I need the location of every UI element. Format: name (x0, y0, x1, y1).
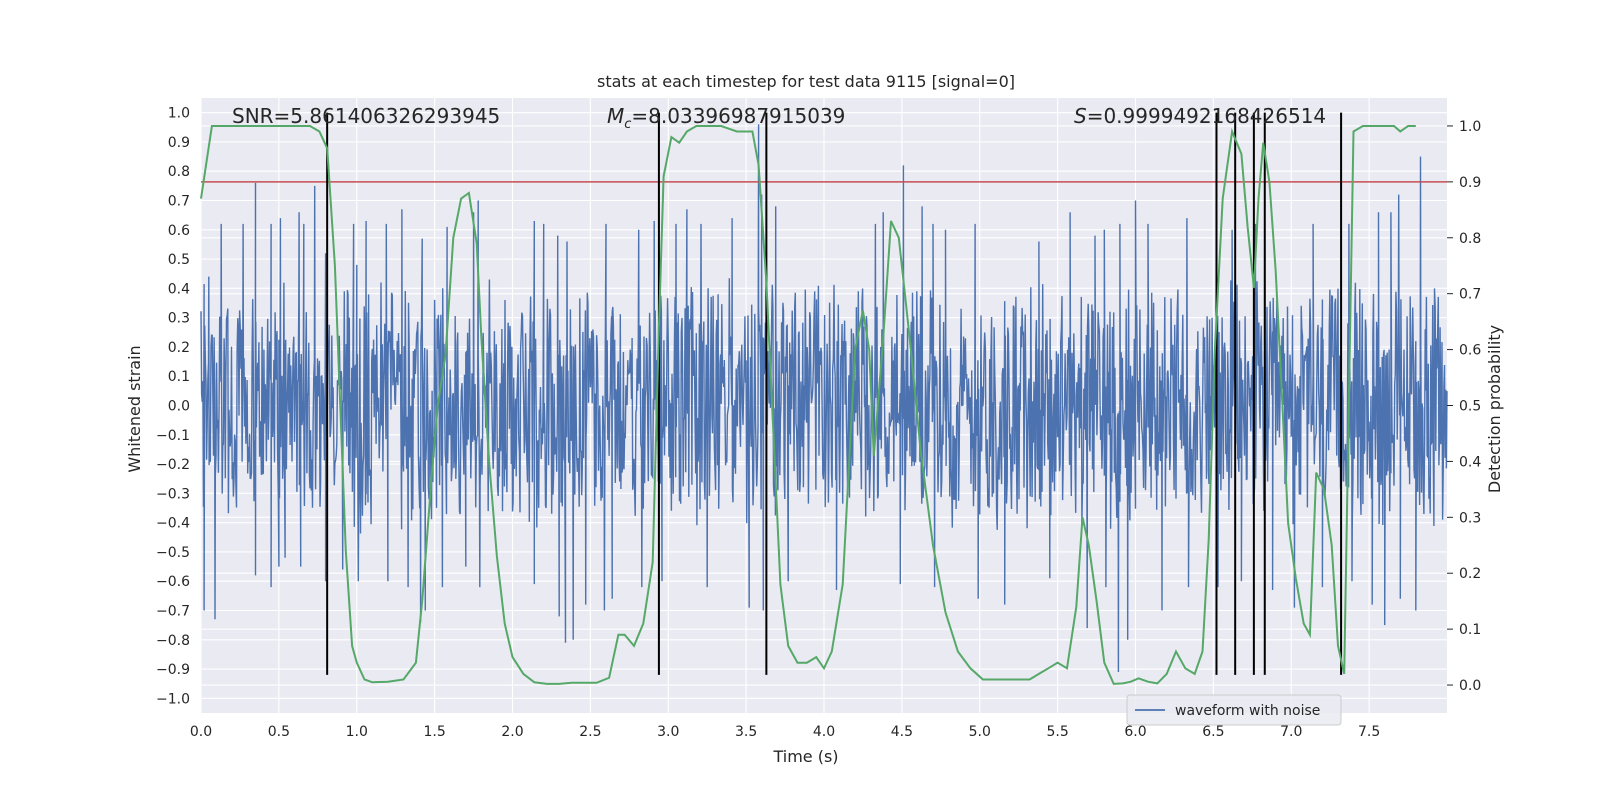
x-tick-label: 7.5 (1358, 724, 1380, 740)
y-tick-label: 0.8 (168, 164, 190, 180)
y-tick-label: 1.0 (168, 106, 190, 122)
x-tick-label: 3.0 (657, 724, 679, 740)
x-tick-label: 0.0 (190, 724, 212, 740)
y-tick-label: −0.3 (156, 486, 190, 502)
y-axis-label: Whitened strain (125, 345, 144, 472)
x-tick-label: 4.5 (891, 724, 913, 740)
chart-marks (200, 112, 1448, 685)
y2-tick-label: 0.4 (1459, 454, 1481, 470)
y-tick-label: −0.7 (156, 604, 190, 620)
y-tick-label: 0.3 (168, 311, 190, 327)
y-tick-label: −1.0 (156, 691, 190, 707)
y2-tick-label: 0.2 (1459, 566, 1481, 582)
y-tick-label: −0.1 (156, 428, 190, 444)
s-symbol: S (1074, 104, 1087, 128)
legend-label-waveform: waveform with noise (1175, 703, 1320, 719)
y-tick-label: 0.6 (168, 223, 190, 239)
chirp-mass-value: =8.03396987915039 (631, 104, 845, 128)
x-tick-label: 6.0 (1124, 724, 1146, 740)
chirp-mass-annotation: Mc=8.03396987915039 (607, 104, 845, 132)
x-tick-label: 0.5 (268, 724, 290, 740)
y2-tick-label: 1.0 (1459, 119, 1481, 135)
x-tick-label: 6.5 (1202, 724, 1224, 740)
waveform-series-line (200, 124, 1448, 673)
snr-annotation: SNR=5.861406326293945 (232, 104, 500, 128)
legend-box (1126, 694, 1342, 726)
x-axis-label: Time (s) (772, 747, 838, 766)
x-tick-label: 5.5 (1046, 724, 1068, 740)
chart-title: stats at each timestep for test data 911… (597, 72, 1015, 91)
y2-tick-label: 0.7 (1459, 287, 1481, 303)
ticks: 0.0 0.5 1.0 1.5 2.0 2.5 3.0 3.5 4.0 4.5 5.0 5.5 6.0 6… (156, 106, 1481, 740)
y-tick-label: 0.9 (168, 135, 190, 151)
x-tick-label: 2.5 (579, 724, 601, 740)
detection-probability-line (200, 125, 1416, 685)
s-annotation: S=0.9999492168426514 (1074, 104, 1326, 128)
x-tick-label: 7.0 (1280, 724, 1302, 740)
y-tick-label: −0.2 (156, 457, 190, 473)
y-tick-label: 0.0 (168, 399, 190, 415)
y-tick-label: −0.8 (156, 633, 190, 649)
y2-tick-label: 0.1 (1459, 622, 1481, 638)
x-tick-label: 2.0 (501, 724, 523, 740)
y2-axis-label: Detection probability (1485, 325, 1504, 493)
y2-tick-label: 0.0 (1459, 678, 1481, 694)
y-tick-label: −0.4 (156, 516, 190, 532)
y2-tick-label: 0.3 (1459, 510, 1481, 526)
y-tick-label: 0.7 (168, 194, 190, 210)
y-tick-label: 0.1 (168, 369, 190, 385)
chirp-mass-symbol: M (607, 104, 624, 128)
y-tick-label: −0.9 (156, 662, 190, 678)
y-tick-label: 0.5 (168, 252, 190, 268)
y-tick-label: 0.4 (168, 281, 190, 297)
y-tick-label: 0.2 (168, 340, 190, 356)
y-tick-label: −0.6 (156, 574, 190, 590)
y2-tick-label: 0.5 (1459, 399, 1481, 415)
legend: waveform with noise (1126, 694, 1342, 726)
x-tick-label: 1.0 (346, 724, 368, 740)
x-tick-label: 3.5 (735, 724, 757, 740)
chirp-mass-subscript: c (624, 117, 631, 132)
y-tick-label: −0.5 (156, 545, 190, 561)
x-tick-label: 5.0 (969, 724, 991, 740)
s-value: =0.9999492168426514 (1087, 104, 1326, 128)
y2-tick-label: 0.8 (1459, 231, 1481, 247)
x-tick-label: 4.0 (813, 724, 835, 740)
y2-tick-label: 0.6 (1459, 343, 1481, 359)
y2-tick-label: 0.9 (1459, 175, 1481, 191)
x-tick-label: 1.5 (423, 724, 445, 740)
